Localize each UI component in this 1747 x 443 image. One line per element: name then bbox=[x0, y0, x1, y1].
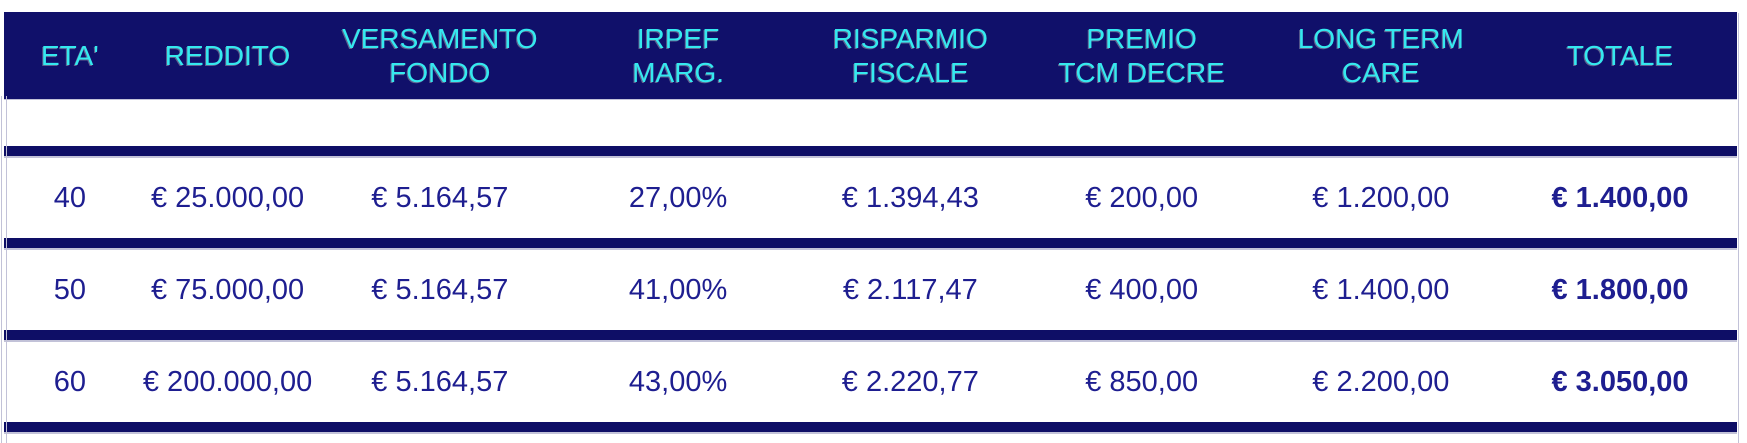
cell-reddito: € 200.000,00 bbox=[135, 341, 320, 422]
row-separator bbox=[4, 146, 1737, 158]
column-header-long-term-care: LONG TERM CARE bbox=[1258, 12, 1503, 100]
table-row-eta-60: 60 € 200.000,00 € 5.164,57 43,00% € 2.22… bbox=[4, 341, 1737, 422]
cell-totale: € 3.050,00 bbox=[1503, 341, 1737, 422]
separator-bar bbox=[4, 422, 1737, 434]
cell-eta: 40 bbox=[4, 157, 136, 238]
cell-long-term-care: € 1.400,00 bbox=[1258, 249, 1503, 330]
column-header-eta: ETA' bbox=[4, 12, 136, 100]
separator-bar bbox=[4, 238, 1737, 250]
fiscal-savings-table: ETA' REDDITO VERSAMENTO FONDO IRPEF MARG… bbox=[4, 12, 1737, 434]
header-row: ETA' REDDITO VERSAMENTO FONDO IRPEF MARG… bbox=[4, 12, 1737, 100]
cell-long-term-care: € 2.200,00 bbox=[1258, 341, 1503, 422]
cell-irpef-marg: 43,00% bbox=[560, 341, 796, 422]
left-border-line bbox=[1, 96, 7, 443]
column-header-versamento-fondo: VERSAMENTO FONDO bbox=[319, 12, 561, 100]
cell-versamento-fondo: € 5.164,57 bbox=[319, 249, 561, 330]
cell-versamento-fondo: € 5.164,57 bbox=[319, 157, 561, 238]
row-separator bbox=[4, 422, 1737, 434]
cell-reddito: € 75.000,00 bbox=[135, 249, 320, 330]
column-header-premio-tcm-decre: PREMIO TCM DECRE bbox=[1024, 12, 1259, 100]
table-row-eta-40: 40 € 25.000,00 € 5.164,57 27,00% € 1.394… bbox=[4, 157, 1737, 238]
row-separator bbox=[4, 238, 1737, 250]
cell-reddito: € 25.000,00 bbox=[135, 157, 320, 238]
cell-risparmio-fiscale: € 2.220,77 bbox=[795, 341, 1025, 422]
cell-premio-tcm-decre: € 850,00 bbox=[1024, 341, 1259, 422]
cell-totale: € 1.800,00 bbox=[1503, 249, 1737, 330]
cell-irpef-marg: 41,00% bbox=[560, 249, 796, 330]
cell-risparmio-fiscale: € 1.394,43 bbox=[795, 157, 1025, 238]
separator-bar bbox=[4, 330, 1737, 342]
spacer-row bbox=[4, 99, 1737, 146]
right-border-line bbox=[1738, 13, 1739, 443]
column-header-irpef-marg: IRPEF MARG. bbox=[560, 12, 796, 100]
cell-totale: € 1.400,00 bbox=[1503, 157, 1737, 238]
cell-eta: 60 bbox=[4, 341, 136, 422]
table-row-eta-50: 50 € 75.000,00 € 5.164,57 41,00% € 2.117… bbox=[4, 249, 1737, 330]
row-separator bbox=[4, 330, 1737, 342]
spacer-cell bbox=[4, 99, 1737, 146]
cell-premio-tcm-decre: € 200,00 bbox=[1024, 157, 1259, 238]
cell-versamento-fondo: € 5.164,57 bbox=[319, 341, 561, 422]
column-header-reddito: REDDITO bbox=[135, 12, 320, 100]
column-header-totale: TOTALE bbox=[1503, 12, 1737, 100]
separator-bar bbox=[4, 146, 1737, 158]
cell-irpef-marg: 27,00% bbox=[560, 157, 796, 238]
cell-long-term-care: € 1.200,00 bbox=[1258, 157, 1503, 238]
cell-premio-tcm-decre: € 400,00 bbox=[1024, 249, 1259, 330]
cell-eta: 50 bbox=[4, 249, 136, 330]
cell-risparmio-fiscale: € 2.117,47 bbox=[795, 249, 1025, 330]
column-header-risparmio-fiscale: RISPARMIO FISCALE bbox=[795, 12, 1025, 100]
